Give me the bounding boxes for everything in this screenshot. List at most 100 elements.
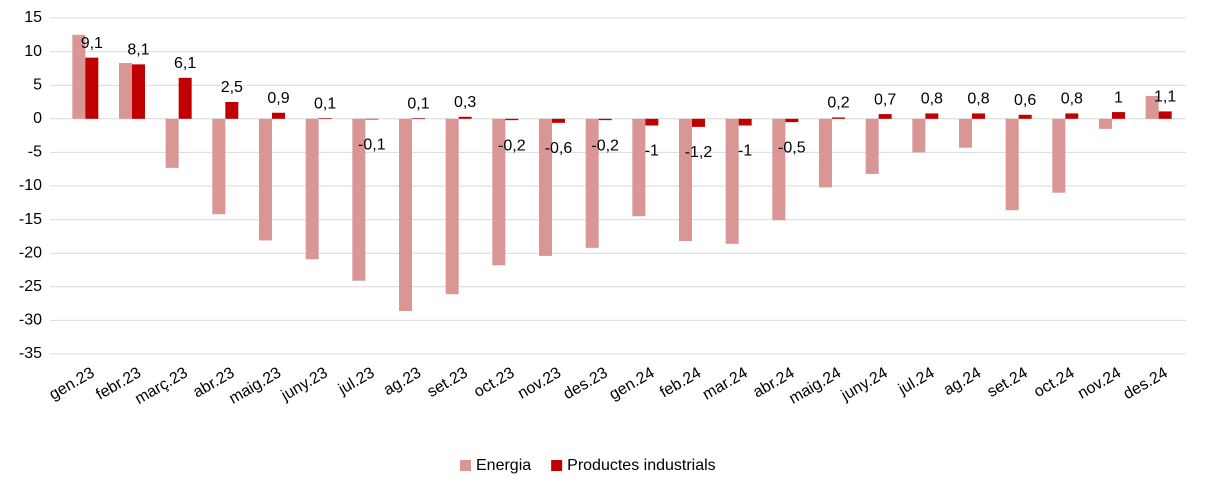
bar xyxy=(959,118,972,148)
bar xyxy=(352,118,366,281)
x-tick-label: oct.23 xyxy=(471,364,517,401)
y-tick-label: -35 xyxy=(19,345,42,362)
legend-swatch xyxy=(551,460,563,471)
bar xyxy=(1018,114,1032,119)
bar xyxy=(785,118,799,123)
bar xyxy=(645,118,659,126)
data-label: 0,2 xyxy=(827,95,849,112)
bar xyxy=(1005,118,1019,211)
data-label: -0,1 xyxy=(358,137,386,154)
data-label: 9,1 xyxy=(81,35,103,52)
data-label: 0,6 xyxy=(1014,92,1036,109)
bar xyxy=(972,113,985,119)
x-tick-label: feb.24 xyxy=(657,364,704,401)
bar xyxy=(259,118,272,241)
y-tick-label: 15 xyxy=(24,9,42,26)
x-tick-label: gen.23 xyxy=(47,364,98,403)
legend-swatch xyxy=(460,460,471,471)
bar xyxy=(1112,112,1125,119)
x-tick-label: gen.24 xyxy=(607,364,658,403)
bar xyxy=(1158,111,1172,119)
data-label: 2,5 xyxy=(221,79,243,96)
x-tick-label: maig.24 xyxy=(786,364,844,407)
data-label: -1 xyxy=(738,143,752,160)
data-label: 1,1 xyxy=(1154,89,1176,106)
bar xyxy=(865,118,879,174)
x-tick-label: nov.23 xyxy=(515,364,564,402)
bar xyxy=(552,118,565,123)
bar xyxy=(832,117,845,119)
bar xyxy=(1099,118,1112,129)
data-label: -0,2 xyxy=(498,137,526,154)
y-tick-label: 5 xyxy=(33,76,42,93)
y-tick-label: -5 xyxy=(28,144,42,161)
bar xyxy=(1145,95,1159,119)
x-tick-label: des.24 xyxy=(1121,364,1171,403)
data-label: -1 xyxy=(645,143,659,160)
x-tick-label: mar.24 xyxy=(700,364,751,403)
data-label: 8,1 xyxy=(127,42,149,59)
data-label: 0,8 xyxy=(1061,91,1083,108)
x-tick-label: set.24 xyxy=(985,364,1031,401)
bar xyxy=(132,64,145,119)
x-tick-label: març.23 xyxy=(132,364,191,408)
bar xyxy=(72,34,86,119)
bar xyxy=(1052,118,1066,193)
bar xyxy=(399,118,412,311)
x-tick-label: jul.23 xyxy=(335,364,378,398)
data-label: 0,9 xyxy=(267,90,289,107)
bar xyxy=(539,118,552,256)
data-label: 0,8 xyxy=(967,91,989,108)
bar xyxy=(738,118,752,126)
bar xyxy=(912,118,926,153)
bar xyxy=(212,118,226,215)
x-tick-label: jul.24 xyxy=(895,364,938,398)
x-tick-label: ag.24 xyxy=(941,364,984,399)
y-tick-label: -15 xyxy=(19,211,42,228)
bar xyxy=(272,112,285,119)
bar xyxy=(1065,113,1079,119)
data-label: -0,2 xyxy=(591,137,619,154)
bar xyxy=(878,114,892,119)
x-tick-label: juny.23 xyxy=(278,364,331,404)
bar xyxy=(585,118,599,248)
data-label: 0,1 xyxy=(314,95,336,112)
bar xyxy=(925,113,939,119)
y-tick-label: -30 xyxy=(19,312,42,329)
x-tick-label: nov.24 xyxy=(1075,364,1124,402)
x-tick-label: ag.23 xyxy=(381,364,424,399)
bar xyxy=(632,118,646,217)
data-label: -0,5 xyxy=(778,139,806,156)
data-label: 0,1 xyxy=(407,95,429,112)
data-label: 0,7 xyxy=(874,91,896,108)
bar xyxy=(318,118,332,119)
bar xyxy=(365,118,379,120)
bar xyxy=(445,118,459,295)
legend-label: Energia xyxy=(476,457,531,474)
bar xyxy=(165,118,179,168)
data-label: -0,6 xyxy=(545,140,573,157)
y-tick-label: -20 xyxy=(19,244,42,261)
bar xyxy=(725,118,739,244)
bar xyxy=(692,118,705,127)
data-label: 0,8 xyxy=(921,91,943,108)
x-tick-label: des.23 xyxy=(561,364,611,403)
y-tick-label: 0 xyxy=(33,110,42,127)
x-tick-label: set.23 xyxy=(425,364,471,401)
bar xyxy=(85,57,99,119)
bar xyxy=(458,116,472,119)
x-tick-label: oct.24 xyxy=(1031,364,1077,401)
y-tick-label: -25 xyxy=(19,278,42,295)
y-tick-label: 10 xyxy=(24,43,42,60)
x-tick-label: juny.24 xyxy=(838,364,891,404)
bar xyxy=(412,118,425,119)
bar xyxy=(119,63,132,119)
bar xyxy=(178,77,192,119)
bar xyxy=(598,118,612,121)
data-label: 0,3 xyxy=(454,94,476,111)
data-label: -1,2 xyxy=(685,144,713,161)
bar xyxy=(819,118,832,188)
y-tick-label: -10 xyxy=(19,177,42,194)
legend-label: Productes industrials xyxy=(567,457,716,474)
data-label: 6,1 xyxy=(174,55,196,72)
